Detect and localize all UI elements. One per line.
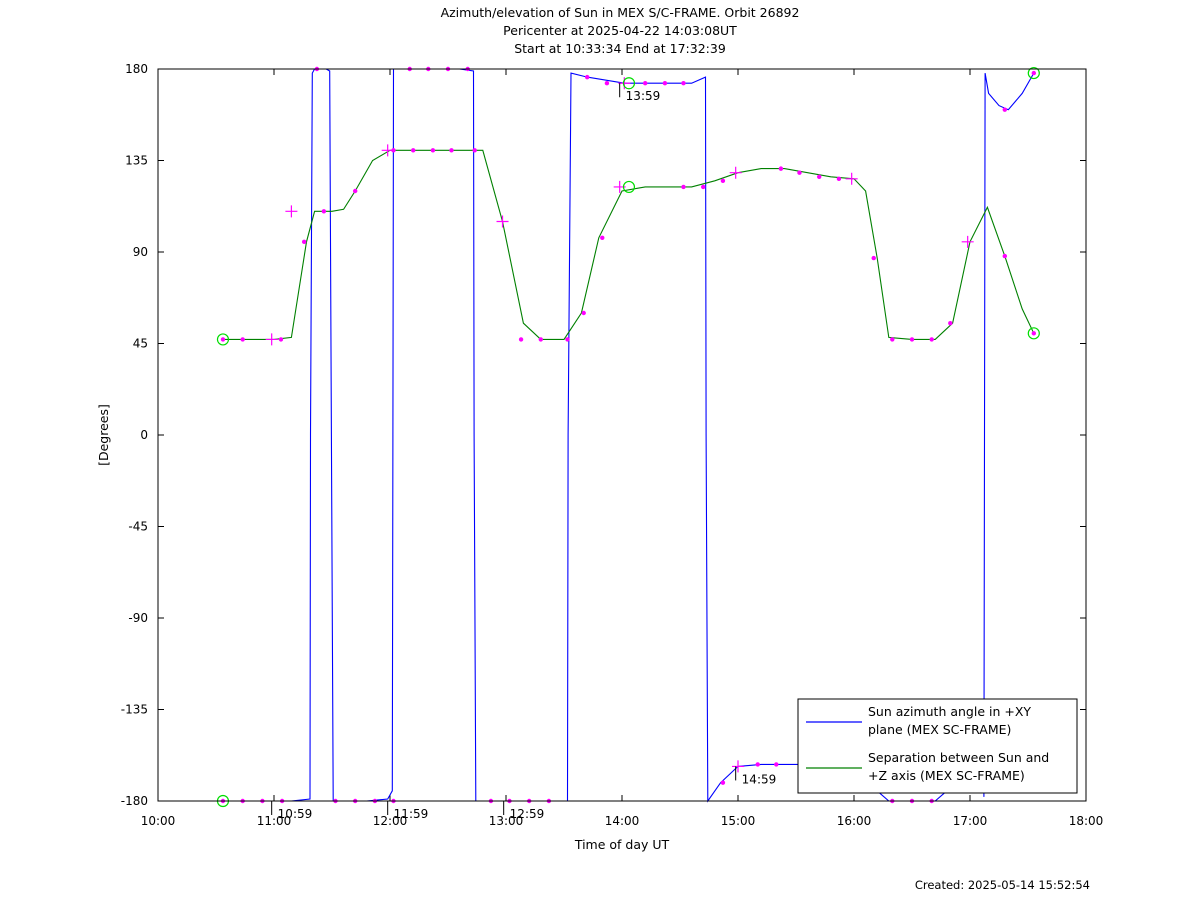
time-annotation: 13:59 (626, 89, 661, 103)
y-tick-label: 180 (125, 62, 148, 76)
data-point (411, 148, 416, 153)
y-tick-label: -45 (128, 520, 148, 534)
legend-label: Separation between Sun and (868, 750, 1049, 765)
time-annotation: 10:59 (278, 807, 313, 821)
hour-marker (496, 215, 509, 228)
data-point (449, 148, 454, 153)
data-point (1031, 331, 1037, 336)
hour-marker (961, 235, 974, 248)
data-point (720, 780, 726, 785)
data-point (353, 188, 358, 194)
data-point (565, 337, 570, 342)
data-point (600, 235, 605, 240)
data-point (797, 170, 802, 175)
axis-ticks (157, 68, 1087, 802)
x-tick-label: 12:00 (373, 814, 408, 828)
data-point (755, 762, 760, 767)
chart-title: Azimuth/elevation of Sun in MEX S/C-FRAM… (440, 5, 800, 20)
time-annotation: 11:59 (394, 807, 429, 821)
data-point (643, 81, 648, 86)
hour-marker (285, 205, 298, 218)
data-point (948, 320, 953, 326)
time-annotation: 14:59 (742, 772, 777, 786)
endpoint-marker (1027, 327, 1040, 340)
data-point (278, 337, 284, 342)
x-axis-label: Time of day UT (574, 837, 670, 852)
x-tick-label: 11:00 (257, 814, 292, 828)
annotation-layer: 10:59 11:59 12:59 13:59 14:59 (271, 83, 777, 821)
data-point (681, 184, 686, 190)
endpoint-marker (622, 180, 636, 194)
data-point (538, 337, 543, 342)
hour-marker (618, 77, 631, 90)
x-tick-label: 10:00 (141, 814, 176, 828)
endpoint-marker (1027, 66, 1040, 80)
data-point (518, 337, 524, 342)
data-point (720, 178, 726, 184)
marker-layer (216, 66, 1040, 808)
created-timestamp: Created: 2025-05-14 15:52:54 (914, 878, 1090, 892)
data-point (836, 176, 842, 181)
data-point (430, 148, 436, 153)
data-point (220, 337, 226, 342)
data-point (1031, 70, 1037, 76)
y-tick-label: -180 (121, 794, 148, 808)
plot-frame (157, 68, 1087, 802)
series-line-3 (223, 149, 1035, 340)
hour-marker (845, 172, 858, 185)
legend-label: +Z axis (MEX SC-FRAME) (868, 768, 1025, 783)
legend-box (797, 698, 1078, 794)
endpoint-marker (216, 333, 230, 346)
data-point (774, 762, 779, 767)
data-point (321, 209, 327, 214)
y-tick-label: -135 (121, 703, 148, 717)
data-point (1002, 107, 1007, 112)
series-layer (223, 68, 1035, 803)
data-point (604, 81, 610, 86)
data-point (871, 255, 876, 261)
y-tick-label: 45 (133, 337, 148, 351)
legend: Sun azimuth angle in +XY plane (MEX SC-FR… (797, 698, 1078, 794)
time-annotation: 12:59 (510, 807, 545, 821)
x-tick-label: 16:00 (837, 814, 872, 828)
y-tick-label: 90 (133, 245, 148, 259)
x-tick-label: 17:00 (953, 814, 988, 828)
series-line-0 (223, 68, 817, 803)
data-point (585, 74, 590, 80)
y-tick-label: -90 (128, 611, 148, 625)
legend-label: Sun azimuth angle in +XY (868, 704, 1031, 719)
data-point (929, 337, 934, 342)
data-point (890, 337, 895, 342)
tick-labels: 10:00 11:00 12:00 13:00 14:00 15:00 16:00 17:00… (121, 62, 1104, 828)
hour-marker (381, 144, 394, 157)
legend-label: plane (MEX SC-FRAME) (868, 722, 1011, 737)
data-point (909, 337, 915, 342)
chart-subtitle-pericenter: Pericenter at 2025-04-22 14:03:08UT (503, 23, 737, 38)
data-point (1002, 253, 1007, 259)
data-point (240, 337, 245, 342)
data-point (681, 81, 686, 86)
x-tick-label: 13:00 (489, 814, 524, 828)
x-tick-label: 15:00 (721, 814, 756, 828)
data-point (662, 81, 668, 86)
data-point (472, 148, 477, 153)
chart-subtitle-range: Start at 10:33:34 End at 17:32:39 (514, 41, 726, 56)
y-axis-label: [Degrees] (96, 404, 111, 466)
data-point (817, 174, 822, 179)
hour-marker (729, 166, 742, 179)
data-point (301, 239, 307, 245)
data-point (701, 184, 706, 190)
endpoint-marker (622, 77, 636, 90)
x-tick-label: 14:00 (605, 814, 640, 828)
data-point (778, 166, 784, 171)
y-tick-label: 0 (140, 428, 148, 442)
data-point (581, 310, 586, 316)
series-line-2 (983, 72, 1035, 797)
hour-marker (732, 760, 744, 773)
x-tick-label: 18:00 (1069, 814, 1104, 828)
y-tick-label: 135 (125, 154, 148, 168)
hour-marker (265, 333, 278, 346)
